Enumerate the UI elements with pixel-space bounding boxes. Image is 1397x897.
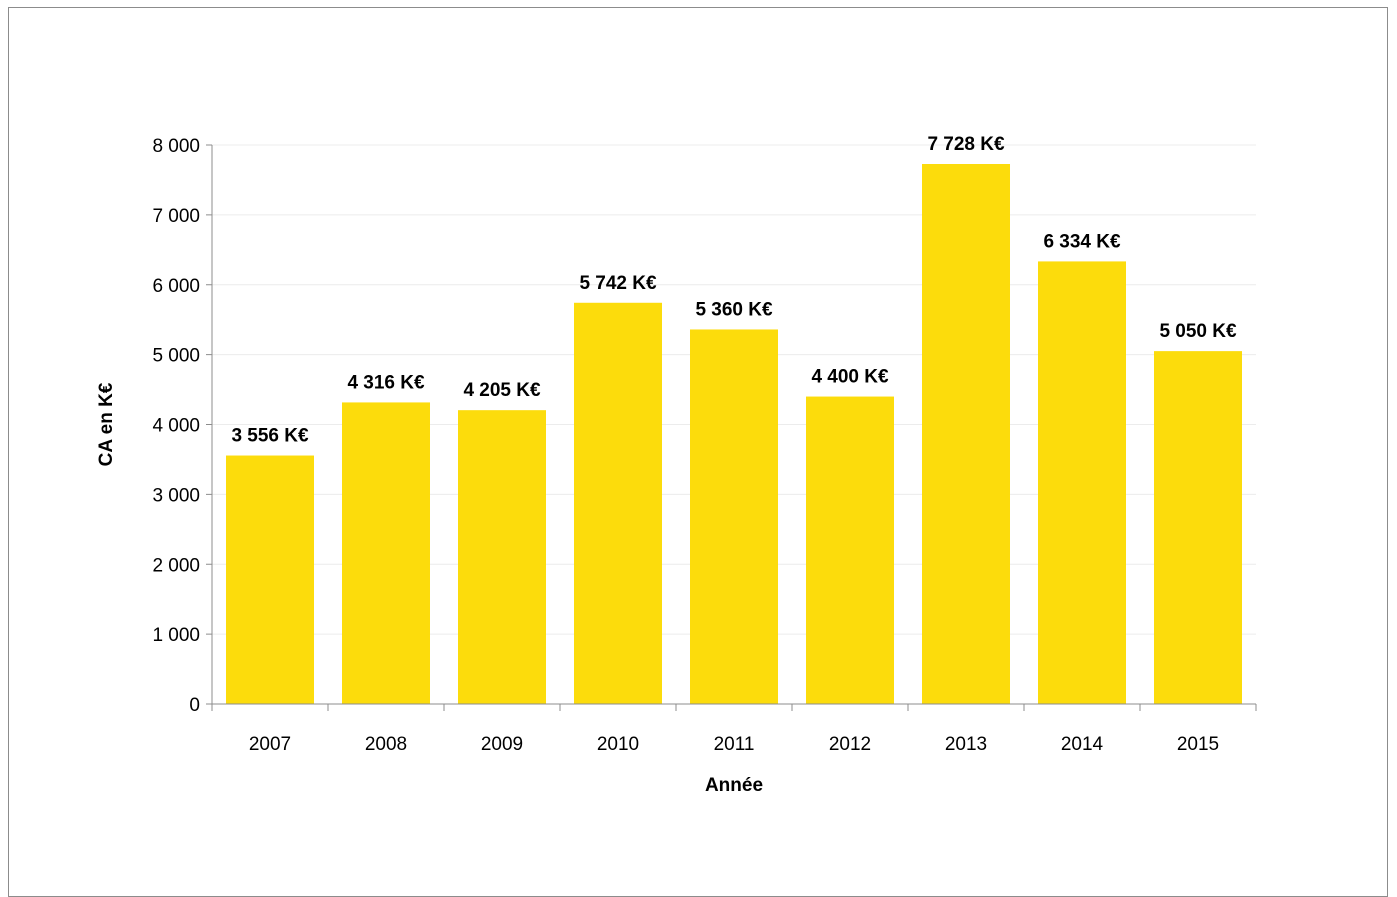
y-tick-label: 0	[189, 695, 200, 716]
x-tick-labels: 2007 2008 2009 2010 2011 2012 2013 2014 2015	[249, 734, 1219, 755]
x-tick-label: 2009	[481, 734, 523, 755]
y-tick-labels: 0 1 000 2 000 3 000 4 000 5 000 6 000 7 000 8 00…	[152, 136, 200, 716]
x-tick-label: 2013	[945, 734, 987, 755]
bar-2013	[922, 164, 1010, 705]
x-tick-label: 2015	[1177, 734, 1219, 755]
x-tick-label: 2008	[365, 734, 407, 755]
bar-2010	[574, 302, 662, 704]
bar-2007	[226, 455, 314, 704]
bar-2015	[1154, 351, 1242, 704]
bar-2008	[342, 402, 430, 704]
data-labels: 3 556 K€ 4 316 K€ 4 205 K€ 5 742 K€ 5 360 K€…	[231, 134, 1237, 447]
bar-chart: 0 1 000 2 000 3 000 4 000 5 000 6 000 7 000 8 00…	[96, 134, 1257, 796]
bar-2014	[1038, 261, 1126, 704]
data-label: 5 050 K€	[1159, 321, 1237, 342]
data-label: 5 360 K€	[695, 299, 773, 320]
y-tick-label: 5 000	[152, 346, 200, 367]
x-tick-label: 2010	[597, 734, 639, 755]
axes	[206, 144, 1257, 711]
y-tick-label: 1 000	[152, 625, 200, 646]
data-label: 5 742 K€	[579, 273, 657, 294]
data-label: 6 334 K€	[1043, 231, 1121, 252]
y-tick-label: 8 000	[152, 136, 200, 157]
y-tick-label: 3 000	[152, 485, 200, 506]
y-tick-label: 2 000	[152, 555, 200, 576]
data-label: 7 728 K€	[927, 134, 1005, 155]
x-tick-label: 2011	[714, 734, 755, 755]
x-axis-title: Année	[705, 775, 763, 796]
data-label: 4 400 K€	[811, 367, 889, 388]
bars	[226, 164, 1242, 705]
data-label: 4 205 K€	[463, 380, 541, 401]
bar-2011	[690, 329, 778, 704]
bar-2012	[806, 396, 894, 704]
bar-2009	[458, 410, 546, 704]
x-tick-label: 2014	[1061, 734, 1104, 755]
x-tick-label: 2012	[829, 734, 871, 755]
y-tick-label: 4 000	[152, 416, 200, 437]
y-tick-label: 7 000	[152, 206, 200, 227]
y-tick-label: 6 000	[152, 276, 200, 297]
x-tick-label: 2007	[249, 734, 291, 755]
data-label: 3 556 K€	[231, 426, 309, 447]
y-axis-title: CA en K€	[96, 382, 117, 466]
data-label: 4 316 K€	[347, 372, 425, 393]
